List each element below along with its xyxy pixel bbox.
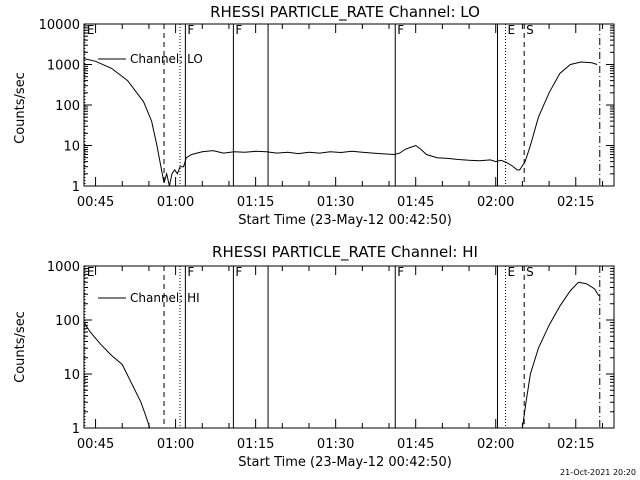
x-tick-label: 02:15 bbox=[557, 437, 594, 452]
x-tick-label: 01:45 bbox=[397, 195, 434, 210]
event-marker-label: F bbox=[187, 265, 194, 279]
series-line-lo bbox=[83, 58, 598, 187]
event-marker-label: S bbox=[526, 265, 534, 279]
x-tick-label: 02:00 bbox=[477, 195, 514, 210]
event-marker-label: F bbox=[235, 265, 242, 279]
chart-title: RHESSI PARTICLE_RATE Channel: HI bbox=[212, 243, 478, 262]
x-tick-label: 01:00 bbox=[157, 437, 194, 452]
x-tick-label: 02:15 bbox=[557, 195, 594, 210]
x-axis-label: Start Time (23-May-12 00:42:50) bbox=[238, 455, 452, 470]
x-axis-label: Start Time (23-May-12 00:42:50) bbox=[238, 213, 452, 228]
x-tick-label: 00:45 bbox=[77, 195, 114, 210]
chart-title: RHESSI PARTICLE_RATE Channel: LO bbox=[210, 3, 480, 22]
x-tick-label: 01:00 bbox=[157, 195, 194, 210]
y-axis-label: Counts/sec bbox=[13, 311, 28, 383]
x-tick-label: 00:45 bbox=[77, 437, 114, 452]
x-tick-label: 01:30 bbox=[317, 437, 354, 452]
event-marker-label: F bbox=[397, 265, 404, 279]
y-tick-label: 10 bbox=[63, 368, 80, 383]
y-tick-label: 1000 bbox=[47, 59, 80, 74]
event-marker-label: S bbox=[526, 23, 534, 37]
x-axis: 00:45 01:00 01:15 01:30 01:45 02:00 02:15 bbox=[77, 24, 603, 210]
x-tick-label: 01:45 bbox=[397, 437, 434, 452]
hi-channel-panel: RHESSI PARTICLE_RATE Channel: HI 1101001… bbox=[13, 243, 615, 470]
legend-label: Channel: HI bbox=[130, 291, 200, 305]
x-tick-label: 02:00 bbox=[477, 437, 514, 452]
series-line-hi bbox=[83, 281, 600, 429]
event-marker-label: F bbox=[187, 23, 194, 37]
y-axis-label: Counts/sec bbox=[13, 72, 28, 144]
legend-label: Channel: LO bbox=[130, 52, 203, 66]
y-tick-label: 10000 bbox=[39, 18, 80, 33]
y-tick-label: 1000 bbox=[47, 260, 80, 275]
x-tick-label: 01:15 bbox=[237, 437, 274, 452]
event-marker-label: E bbox=[508, 265, 516, 279]
y-tick-label: 100 bbox=[55, 314, 80, 329]
event-marker-label: E bbox=[508, 23, 516, 37]
y-tick-label: 1 bbox=[72, 180, 80, 195]
x-axis: 00:45 01:00 01:15 01:30 01:45 02:00 02:15 bbox=[77, 266, 603, 452]
x-tick-label: 01:30 bbox=[317, 195, 354, 210]
y-tick-label: 1 bbox=[72, 422, 80, 437]
event-marker-label: F bbox=[235, 23, 242, 37]
lo-channel-panel: RHESSI PARTICLE_RATE Channel: LO 1101001… bbox=[13, 3, 615, 228]
date-stamp: 21-Oct-2021 20:20 bbox=[560, 468, 636, 477]
y-tick-label: 100 bbox=[55, 99, 80, 114]
event-marker-label: F bbox=[397, 23, 404, 37]
y-axis: 1 10 100 1000 10000 bbox=[39, 18, 614, 195]
x-tick-label: 01:15 bbox=[237, 195, 274, 210]
y-tick-label: 10 bbox=[63, 140, 80, 155]
y-axis: 1 10 100 1000 bbox=[47, 260, 614, 437]
event-marker-label: E bbox=[87, 23, 95, 37]
event-marker-label: E bbox=[87, 265, 95, 279]
